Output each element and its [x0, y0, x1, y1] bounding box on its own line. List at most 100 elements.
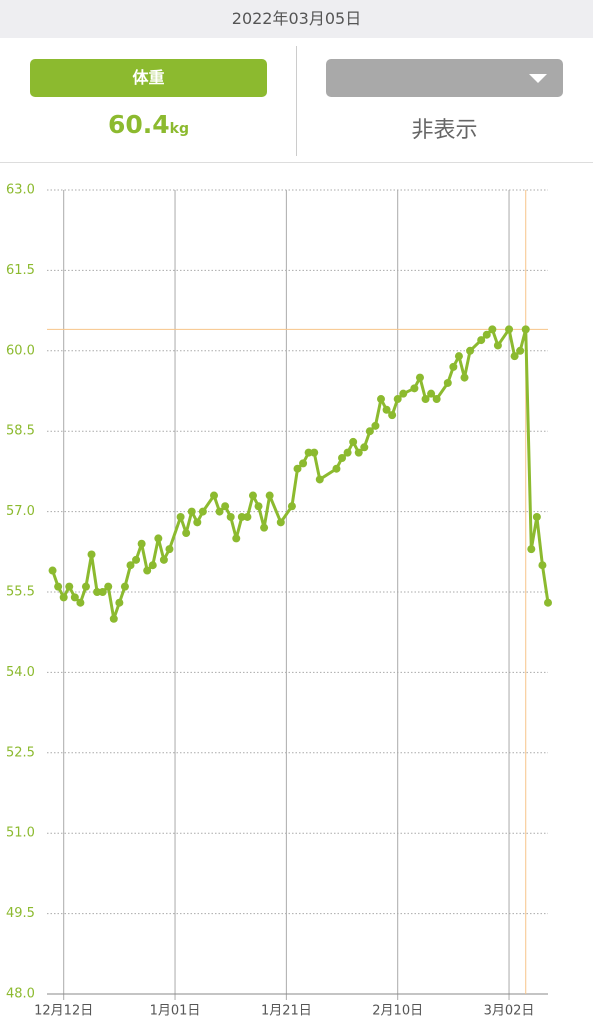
point: [477, 336, 486, 345]
dropdown[interactable]: [326, 59, 563, 97]
point: [315, 475, 324, 484]
point: [260, 523, 269, 532]
x-tick-label: 1月21日: [261, 1004, 312, 1019]
point: [165, 545, 174, 554]
point: [354, 448, 363, 457]
point: [187, 507, 196, 516]
point: [488, 325, 497, 334]
point: [126, 561, 135, 570]
point: [293, 464, 302, 473]
x-tick-label: 3月02日: [484, 1004, 535, 1019]
point: [276, 518, 285, 527]
point: [104, 582, 113, 591]
y-tick-label: 58.5: [6, 424, 35, 439]
point: [98, 588, 107, 596]
point: [365, 427, 374, 436]
point: [265, 491, 274, 500]
point: [343, 448, 352, 457]
point: [48, 566, 57, 575]
point: [120, 582, 129, 591]
point: [382, 405, 391, 414]
point: [427, 389, 436, 398]
x-tick-label: 2月10日: [372, 1004, 423, 1019]
point: [237, 512, 246, 521]
point: [232, 534, 241, 543]
point: [137, 539, 146, 548]
point: [182, 529, 191, 538]
weight-line: [51, 327, 550, 621]
y-tick-label: 54.0: [6, 665, 35, 680]
point: [493, 341, 502, 350]
metric-button[interactable]: 体重: [30, 59, 267, 97]
weight-display: 60.4kg: [30, 110, 267, 139]
dropdown-arrow: [529, 74, 547, 83]
y-tick-label: 48.0: [6, 987, 35, 1002]
point: [243, 512, 252, 521]
point: [54, 582, 63, 591]
point: [59, 593, 68, 602]
point: [527, 545, 536, 554]
point: [377, 395, 385, 404]
point: [466, 346, 475, 355]
point: [287, 502, 296, 511]
point: [371, 421, 380, 430]
point: [338, 454, 347, 462]
point: [143, 566, 152, 575]
weight-unit: kg: [169, 121, 190, 137]
point: [410, 384, 419, 393]
point: [510, 352, 519, 361]
point: [432, 395, 441, 404]
point: [193, 518, 202, 527]
y-tick-label: 51.0: [6, 826, 35, 841]
divider: [296, 46, 297, 156]
panel: 体重 60.4kg 非表示: [0, 38, 593, 163]
point: [360, 443, 369, 452]
date-bar: 2022年03月05日: [0, 0, 593, 38]
point: [109, 614, 118, 623]
x-tick-label: 12月12日: [34, 1004, 93, 1019]
point: [521, 325, 530, 334]
point: [159, 555, 168, 564]
point: [87, 550, 96, 559]
y-tick-label: 60.0: [6, 343, 35, 358]
point: [254, 502, 263, 511]
point: [154, 534, 163, 543]
point: [93, 588, 102, 596]
point: [198, 507, 207, 516]
point: [538, 561, 547, 570]
point: [115, 598, 124, 607]
point: [70, 593, 79, 602]
point: [505, 325, 514, 334]
point: [454, 352, 463, 361]
point: [421, 395, 430, 404]
point: [215, 507, 224, 516]
hidden-label: 非表示: [411, 118, 478, 143]
point: [148, 561, 157, 570]
y-tick-label: 52.5: [6, 745, 35, 760]
point: [248, 491, 257, 500]
point: [482, 330, 491, 339]
point: [388, 411, 397, 420]
point: [532, 512, 541, 521]
point: [516, 346, 525, 355]
point: [132, 555, 141, 564]
y-tick-label: 49.5: [6, 906, 35, 921]
y-tick-label: 57.0: [6, 504, 35, 519]
y-tick-label: 55.5: [6, 585, 35, 600]
point: [221, 502, 230, 511]
point: [332, 464, 341, 473]
point: [210, 491, 218, 500]
point: [415, 373, 424, 382]
weight-value: 60.4: [107, 110, 170, 139]
x-tick-label: 1月01日: [150, 1004, 201, 1019]
point: [310, 448, 319, 457]
point: [226, 512, 235, 521]
point: [544, 598, 552, 607]
point: [393, 395, 402, 404]
y-tick-label: 61.5: [6, 263, 35, 278]
point: [460, 373, 469, 382]
point: [81, 582, 90, 591]
